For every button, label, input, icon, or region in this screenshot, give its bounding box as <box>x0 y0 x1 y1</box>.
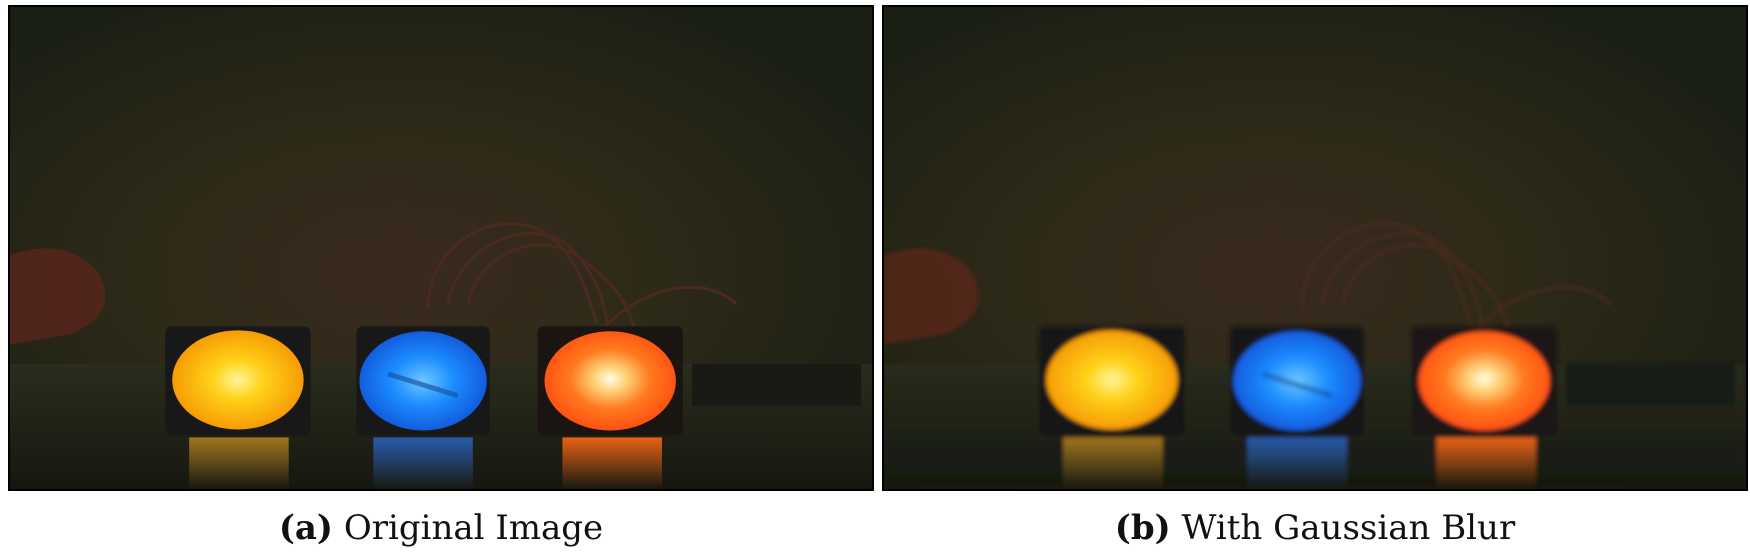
original-image <box>10 7 872 489</box>
caption-b-text: With Gaussian Blur <box>1181 508 1516 548</box>
blue-light <box>359 331 487 431</box>
caption-a: (a) Original Image <box>8 506 874 550</box>
blue-reflection <box>373 437 473 489</box>
yellow-reflection <box>189 437 289 489</box>
original-image-panel <box>8 5 874 491</box>
yellow-light <box>1046 330 1178 430</box>
breadboard <box>1565 364 1736 406</box>
blue-light-shadow-line <box>1261 371 1333 399</box>
orange-reflection <box>1436 437 1536 489</box>
orange-reflection <box>562 437 662 489</box>
yellow-light <box>172 330 304 430</box>
caption-a-tag: (a) <box>278 508 334 548</box>
red-object <box>10 248 106 345</box>
red-object <box>884 248 980 345</box>
blue-light <box>1233 331 1361 431</box>
blue-reflection <box>1247 437 1347 489</box>
wires <box>426 222 738 335</box>
caption-a-text: Original Image <box>343 508 604 548</box>
breadboard <box>691 364 862 406</box>
orange-light <box>544 331 676 431</box>
blue-light-shadow-line <box>387 371 459 399</box>
yellow-reflection <box>1063 437 1163 489</box>
caption-b: (b) With Gaussian Blur <box>882 506 1748 550</box>
wires <box>1300 222 1612 335</box>
caption-b-tag: (b) <box>1114 508 1171 548</box>
blurred-image <box>884 7 1746 489</box>
orange-light <box>1418 331 1550 431</box>
blurred-image-panel <box>882 5 1748 491</box>
